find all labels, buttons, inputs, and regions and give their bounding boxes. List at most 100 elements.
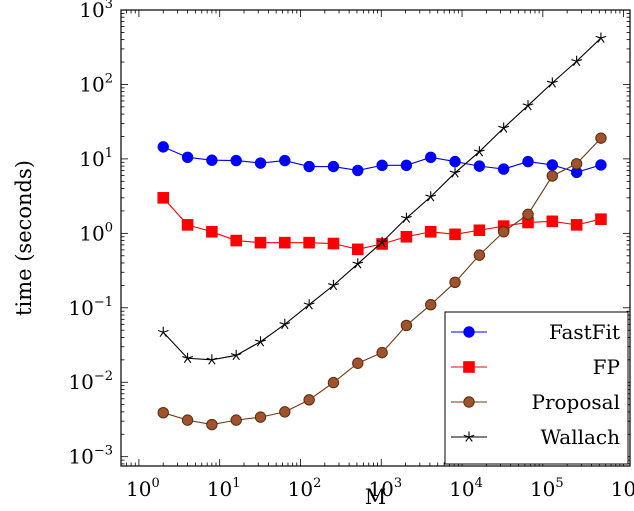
y-tick-label: 102 bbox=[79, 71, 113, 96]
data-point-fp bbox=[351, 243, 364, 256]
star-marker-arm bbox=[357, 263, 362, 269]
star-marker-arm bbox=[284, 322, 291, 325]
data-point-wallach bbox=[182, 352, 193, 364]
star-marker-arm bbox=[572, 60, 578, 67]
data-point-proposal bbox=[400, 319, 413, 332]
star-marker-arm bbox=[236, 353, 242, 356]
y-tick-label: 100 bbox=[79, 220, 113, 245]
data-point-wallach bbox=[449, 167, 461, 178]
star-marker-arm bbox=[329, 285, 334, 291]
star-marker-arm bbox=[281, 323, 286, 330]
x-tick-label: 102 bbox=[288, 476, 322, 501]
data-point-fastfit bbox=[157, 141, 169, 153]
data-point-fp bbox=[546, 215, 559, 228]
star-marker-arm bbox=[600, 37, 605, 43]
data-point-fp bbox=[303, 236, 315, 249]
star-marker-arm bbox=[478, 151, 484, 157]
data-point-fastfit bbox=[425, 151, 437, 164]
data-point-fp bbox=[595, 213, 607, 225]
star-marker-arm bbox=[597, 37, 602, 43]
y-tick-label: 10−1 bbox=[68, 295, 113, 320]
star-marker-arm bbox=[333, 285, 338, 291]
data-point-fastfit bbox=[181, 151, 194, 164]
legend-label-fp: FP bbox=[593, 355, 620, 379]
star-marker-arm bbox=[546, 80, 553, 84]
axis-tick-labels: 100 101 102 103 104 105 106 10−3 10−2 10−1 100 101 1… bbox=[68, 0, 634, 501]
star-marker-arm bbox=[430, 194, 437, 198]
x-axis-title: M bbox=[365, 485, 387, 509]
star-marker-arm bbox=[500, 127, 505, 133]
series-layer bbox=[157, 32, 607, 431]
data-point-proposal bbox=[206, 418, 218, 431]
star-marker-arm bbox=[527, 105, 532, 111]
data-point-wallach bbox=[230, 349, 242, 361]
data-point-fastfit bbox=[400, 159, 413, 172]
legend-marker-fastfit bbox=[463, 326, 475, 338]
star-marker-arm bbox=[308, 302, 315, 306]
data-point-wallach bbox=[401, 212, 412, 223]
star-marker-arm bbox=[279, 322, 285, 325]
legend-marker-wallach bbox=[463, 431, 475, 442]
star-marker-arm bbox=[352, 261, 358, 265]
data-point-proposal bbox=[157, 406, 169, 419]
star-marker-arm bbox=[463, 434, 470, 438]
star-marker-arm bbox=[182, 356, 188, 359]
star-marker-arm bbox=[256, 341, 261, 347]
data-point-proposal bbox=[595, 132, 607, 144]
star-marker-arm bbox=[576, 59, 583, 62]
star-marker-arm bbox=[208, 359, 213, 365]
data-point-fastfit bbox=[303, 160, 315, 173]
y-tick-label: 101 bbox=[79, 146, 113, 171]
legend-box bbox=[444, 311, 629, 465]
data-point-wallach bbox=[571, 55, 583, 67]
data-point-proposal bbox=[425, 299, 437, 311]
legend-label-proposal: Proposal bbox=[532, 390, 621, 414]
star-marker-arm bbox=[576, 60, 581, 67]
series-fp bbox=[157, 192, 607, 256]
data-point-fastfit bbox=[522, 155, 534, 168]
data-point-proposal bbox=[327, 376, 340, 389]
star-marker-arm bbox=[552, 80, 558, 84]
data-point-fastfit bbox=[206, 154, 218, 166]
data-point-fastfit bbox=[230, 154, 242, 167]
star-marker-arm bbox=[475, 151, 480, 157]
x-tick-label: 105 bbox=[530, 476, 564, 501]
data-point-fp bbox=[570, 219, 583, 231]
data-point-proposal bbox=[230, 414, 242, 426]
y-axis-title: time (seconds) bbox=[12, 160, 36, 316]
star-marker-arm bbox=[187, 357, 192, 364]
data-point-proposal bbox=[279, 406, 291, 418]
data-point-wallach bbox=[498, 122, 510, 133]
data-point-proposal bbox=[254, 411, 267, 423]
data-point-fastfit bbox=[449, 155, 461, 168]
data-point-wallach bbox=[157, 326, 169, 337]
data-point-fastfit bbox=[376, 159, 388, 172]
data-point-proposal bbox=[181, 414, 194, 426]
series-proposal bbox=[157, 132, 607, 431]
star-marker-arm bbox=[527, 103, 534, 107]
star-marker-arm bbox=[522, 103, 529, 107]
star-marker-arm bbox=[163, 329, 169, 333]
data-point-fastfit bbox=[279, 154, 291, 167]
star-marker-arm bbox=[402, 217, 407, 223]
x-tick-label: 106 bbox=[611, 476, 634, 501]
star-marker-arm bbox=[451, 172, 456, 178]
data-point-wallach bbox=[352, 258, 364, 269]
data-point-proposal bbox=[522, 208, 534, 221]
data-point-fp bbox=[400, 230, 413, 243]
data-point-wallach bbox=[522, 100, 534, 111]
star-marker-arm bbox=[503, 127, 508, 133]
data-point-fp bbox=[473, 224, 486, 237]
plot-frame bbox=[120, 9, 631, 467]
data-point-fastfit bbox=[546, 159, 559, 171]
star-marker-arm bbox=[260, 341, 265, 347]
data-point-proposal bbox=[497, 226, 510, 238]
legend-label-fastfit: FastFit bbox=[549, 320, 620, 344]
data-point-wallach bbox=[473, 146, 485, 157]
legend-marker-proposal bbox=[463, 396, 475, 408]
data-point-wallach bbox=[255, 336, 266, 347]
star-marker-arm bbox=[328, 283, 334, 286]
star-marker-arm bbox=[187, 356, 193, 359]
data-point-fp bbox=[230, 234, 242, 247]
star-marker-arm bbox=[473, 149, 480, 153]
